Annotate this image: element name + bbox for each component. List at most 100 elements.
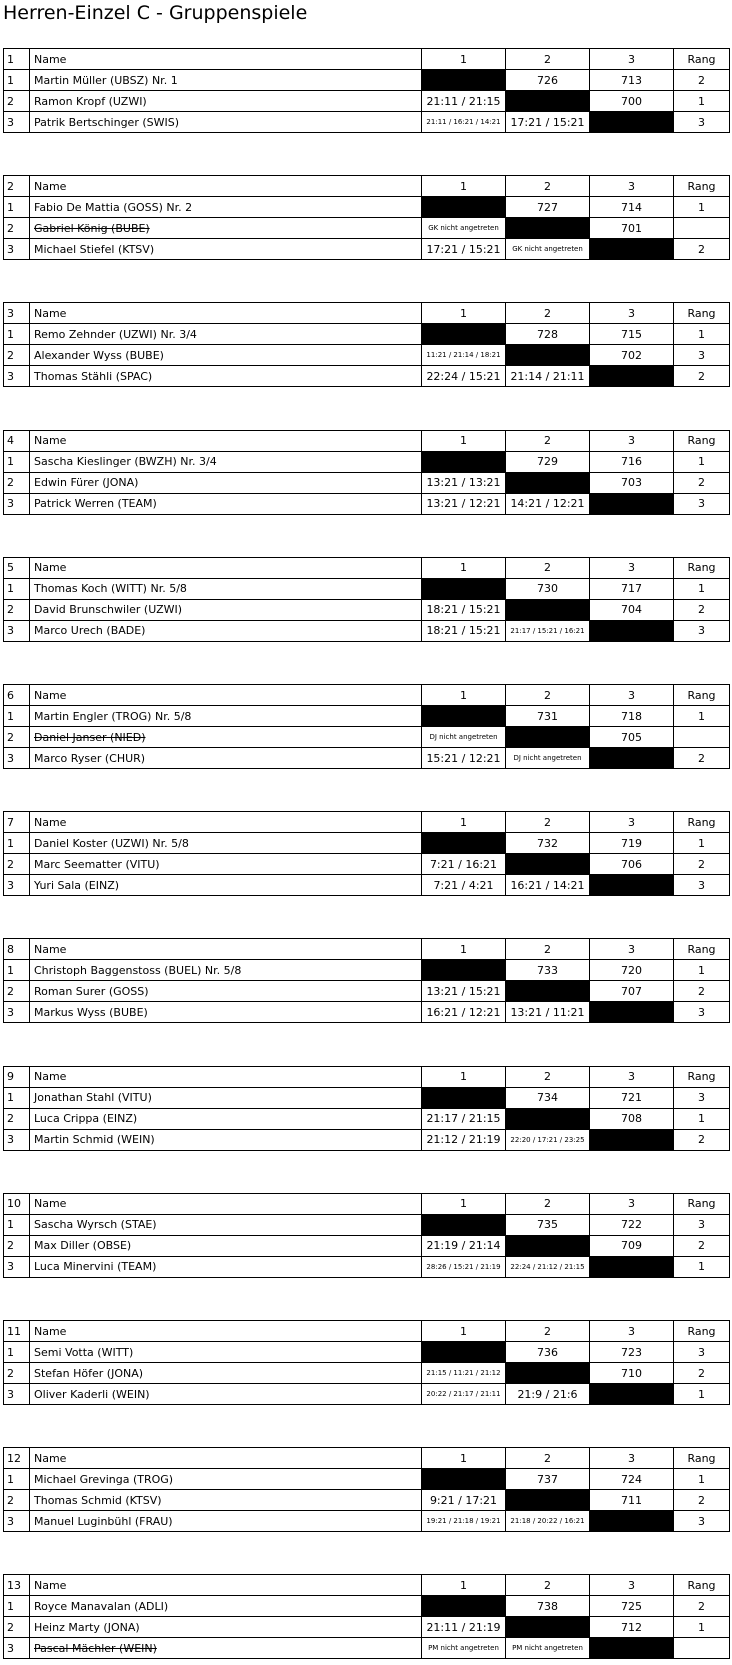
cell: [421, 196, 506, 219]
player-row: 1 Royce Manavalan (ADLI) 738 725 2: [3, 1595, 730, 1618]
cell: 3: [3, 747, 30, 769]
cell: [589, 1255, 674, 1278]
player-row: 3 Patrik Bertschinger (SWIS) 21:11 / 16:21…: [3, 111, 730, 133]
cell: 711: [589, 1489, 674, 1512]
cell: [589, 1510, 674, 1533]
cell: [673, 217, 730, 240]
cell: 719: [589, 832, 674, 855]
header-cell: Rang: [673, 48, 730, 70]
cell: [421, 577, 506, 600]
cell: GK nicht angetreten: [505, 238, 590, 261]
header-row: 2 Name 1 2 3 Rang: [3, 175, 730, 198]
cell: 736: [505, 1341, 590, 1363]
header-cell: 1: [421, 1574, 506, 1597]
cell: Martin Engler (TROG) Nr. 5/8: [29, 705, 422, 727]
cell: 2: [3, 1616, 30, 1639]
cell: [505, 853, 590, 876]
cell: [505, 344, 590, 367]
header-cell: Name: [29, 1065, 422, 1088]
header-cell: Rang: [673, 175, 730, 198]
header-cell: Rang: [673, 302, 730, 325]
header-cell: 1: [421, 1447, 506, 1470]
cell: 737: [505, 1468, 590, 1491]
cell: 735: [505, 1213, 590, 1236]
player-row: 1 Daniel Koster (UZWI) Nr. 5/8 732 719 1: [3, 832, 730, 855]
cell: David Brunschwiler (UZWI): [29, 598, 422, 621]
cell: 21:17 / 21:15: [421, 1107, 506, 1130]
header-cell: 1: [421, 1320, 506, 1342]
cell: Sascha Wyrsch (STAE): [29, 1213, 422, 1236]
cell: Ramon Kropf (UZWI): [29, 90, 422, 112]
cell: 9:21 / 17:21: [421, 1489, 506, 1512]
cell: [589, 1001, 674, 1024]
cell: 2: [3, 1234, 30, 1257]
header-cell: Name: [29, 48, 422, 70]
cell: 28:26 / 15:21 / 21:19: [421, 1255, 506, 1278]
cell: Gabriel König (BUBE): [29, 217, 422, 240]
player-row: 2 Daniel Janser (NIED) DJ nicht angetreten…: [3, 726, 730, 748]
cell: Martin Schmid (WEIN): [29, 1128, 422, 1151]
cell: 2: [673, 1489, 730, 1512]
cell: 723: [589, 1341, 674, 1363]
cell: Sascha Kieslinger (BWZH) Nr. 3/4: [29, 450, 422, 473]
cell: 3: [3, 1637, 30, 1660]
cell: 21:17 / 15:21 / 16:21: [505, 619, 590, 642]
cell: Michael Stiefel (KTSV): [29, 238, 422, 261]
player-row: 2 Thomas Schmid (KTSV) 9:21 / 17:21 711 2: [3, 1489, 730, 1512]
header-cell: 2: [505, 938, 590, 961]
player-row: 1 Jonathan Stahl (VITU) 734 721 3: [3, 1086, 730, 1109]
header-cell: 3: [589, 1320, 674, 1342]
cell: 714: [589, 196, 674, 219]
cell: 718: [589, 705, 674, 727]
cell: 1: [673, 450, 730, 473]
cell: 7:21 / 4:21: [421, 874, 506, 897]
header-cell: Name: [29, 1574, 422, 1597]
cell: Luca Crippa (EINZ): [29, 1107, 422, 1130]
cell: 1: [673, 705, 730, 727]
cell: [505, 1107, 590, 1130]
header-cell: 12: [3, 1447, 30, 1470]
cell: [505, 1234, 590, 1257]
cell: Heinz Marty (JONA): [29, 1616, 422, 1639]
player-row: 1 Thomas Koch (WITT) Nr. 5/8 730 717 1: [3, 577, 730, 600]
cell: Fabio De Mattia (GOSS) Nr. 2: [29, 196, 422, 219]
player-row: 3 Michael Stiefel (KTSV) 17:21 / 15:21 GK n…: [3, 238, 730, 261]
cell: 702: [589, 344, 674, 367]
cell: Thomas Stähli (SPAC): [29, 365, 422, 388]
cell: DJ nicht angetreten: [421, 726, 506, 748]
cell: Patrik Bertschinger (SWIS): [29, 111, 422, 133]
cell: 13:21 / 15:21: [421, 980, 506, 1003]
cell: [589, 1637, 674, 1660]
cell: 700: [589, 90, 674, 112]
header-cell: Rang: [673, 1574, 730, 1597]
header-cell: 3: [589, 811, 674, 834]
cell: 720: [589, 959, 674, 982]
header-cell: 13: [3, 1574, 30, 1597]
header-cell: 2: [505, 302, 590, 325]
cell: 2: [3, 1489, 30, 1512]
header-row: 9 Name 1 2 3 Rang: [3, 1065, 730, 1088]
cell: 18:21 / 15:21: [421, 619, 506, 642]
cell: 2: [3, 344, 30, 367]
player-row: 3 Pascal Mächler (WEIN) PM nicht angetrete…: [3, 1637, 730, 1660]
cell: Markus Wyss (BUBE): [29, 1001, 422, 1024]
header-cell: 2: [505, 1192, 590, 1215]
player-row: 3 Luca Minervini (TEAM) 28:26 / 15:21 / 21…: [3, 1255, 730, 1278]
player-row: 3 Markus Wyss (BUBE) 16:21 / 12:21 13:21 / …: [3, 1001, 730, 1024]
cell: 1: [673, 1616, 730, 1639]
cell: 3: [3, 365, 30, 388]
cell: 713: [589, 69, 674, 91]
cell: 13:21 / 12:21: [421, 492, 506, 515]
cell: 3: [3, 619, 30, 642]
header-cell: 3: [589, 556, 674, 579]
header-row: 1 Name 1 2 3 Rang: [3, 48, 730, 70]
header-cell: Rang: [673, 556, 730, 579]
cell: 728: [505, 323, 590, 346]
cell: Oliver Kaderli (WEIN): [29, 1383, 422, 1405]
player-row: 3 Thomas Stähli (SPAC) 22:24 / 15:21 21:14 …: [3, 365, 730, 388]
cell: [673, 1637, 730, 1660]
cell: 18:21 / 15:21: [421, 598, 506, 621]
cell: [421, 1341, 506, 1363]
